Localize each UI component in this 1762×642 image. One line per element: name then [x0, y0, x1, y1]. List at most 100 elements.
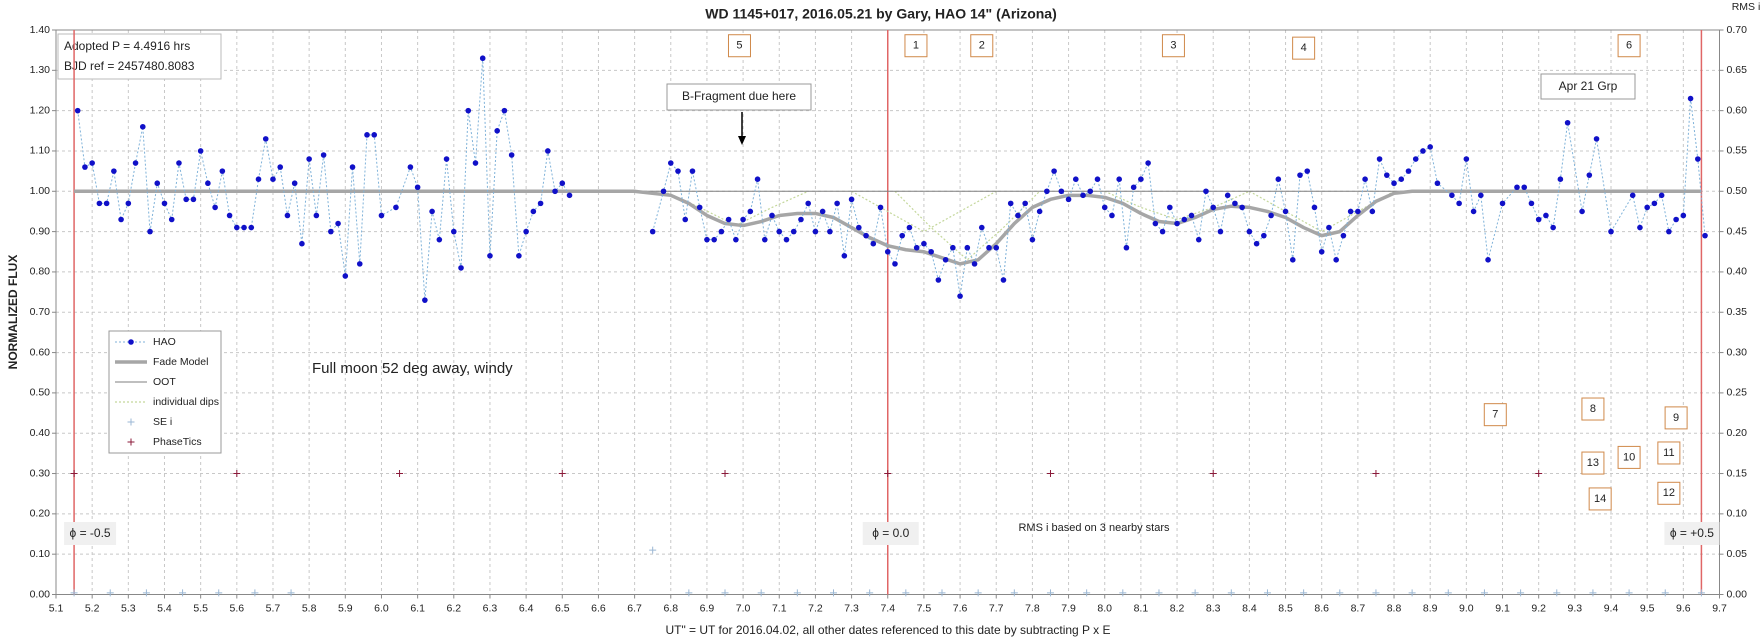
dip-label: 10 — [1623, 451, 1635, 463]
fragment-box — [666, 83, 812, 111]
data-point — [689, 168, 696, 174]
y2-tick-label: 0.20 — [1727, 427, 1748, 439]
y-tick-label: 0.70 — [30, 306, 51, 318]
data-point — [219, 168, 226, 174]
data-point — [1159, 228, 1166, 235]
data-point — [436, 236, 443, 243]
y2-tick-label: 0.30 — [1727, 346, 1748, 358]
data-point — [328, 228, 334, 235]
data-point — [487, 253, 493, 259]
data-point — [103, 200, 110, 207]
data-point — [1217, 228, 1224, 235]
data-point — [1586, 172, 1593, 178]
y-tick-label: 1.00 — [30, 185, 51, 197]
data-point — [682, 216, 689, 223]
data-point — [299, 240, 305, 247]
y2-tick-label: 0.40 — [1727, 266, 1748, 278]
data-point — [1514, 184, 1520, 191]
data-point — [111, 168, 117, 174]
data-point — [1651, 200, 1658, 207]
data-point — [870, 240, 877, 247]
x-tick-label: 5.2 — [85, 602, 100, 614]
group-note: Apr 21 Grp — [1559, 79, 1618, 93]
data-point — [472, 160, 479, 166]
data-point — [1010, 589, 1018, 597]
data-point — [1282, 208, 1289, 215]
x-axis-title: UT" = UT for 2016.04.02, all other dates… — [665, 623, 1110, 637]
data-point — [161, 200, 168, 207]
data-point — [884, 470, 892, 478]
data-point — [1579, 208, 1585, 215]
x-tick-label: 6.3 — [483, 602, 498, 614]
data-point — [1644, 204, 1650, 211]
x-tick-label: 5.9 — [338, 602, 353, 614]
y2-tick-label: 0.00 — [1727, 588, 1748, 600]
data-point — [558, 470, 566, 478]
data-point — [429, 208, 435, 215]
y2-tick-label: 0.25 — [1727, 387, 1748, 399]
x-tick-label: 9.7 — [1712, 602, 1727, 614]
dip-label: 5 — [736, 40, 742, 52]
dip-label: 8 — [1590, 403, 1596, 415]
data-point — [747, 208, 754, 215]
data-point — [516, 253, 522, 259]
dip-label: 4 — [1301, 42, 1307, 54]
data-point — [1333, 257, 1339, 263]
data-point — [226, 212, 233, 219]
rms-note: RMS i based on 3 nearby stars — [1018, 522, 1170, 534]
data-point — [964, 244, 971, 251]
data-point — [1232, 200, 1238, 207]
data-point — [733, 236, 739, 243]
data-point — [255, 176, 262, 182]
y2-tick-label: 0.55 — [1727, 145, 1748, 157]
data-point — [950, 244, 956, 251]
legend-label: PhaseTics — [153, 436, 202, 448]
data-point — [1480, 589, 1488, 597]
dip-label-box — [1161, 34, 1185, 58]
data-point — [1535, 470, 1543, 478]
data-point — [1174, 220, 1180, 227]
legend-label: Fade Model — [153, 356, 208, 368]
data-point — [1372, 589, 1380, 597]
dip-label-box — [1581, 397, 1605, 421]
data-point — [1695, 156, 1701, 162]
data-point — [190, 196, 197, 203]
data-point — [974, 589, 982, 597]
data-point — [1101, 204, 1108, 211]
data-point — [320, 152, 327, 158]
data-point — [711, 236, 717, 243]
data-point — [1087, 188, 1094, 195]
x-tick-label: 6.5 — [555, 602, 570, 614]
data-point — [1340, 232, 1347, 239]
data-point — [422, 297, 428, 303]
data-point — [1384, 172, 1390, 178]
x-tick-label: 8.9 — [1423, 602, 1438, 614]
y2-tick-label: 0.15 — [1727, 467, 1748, 479]
data-point — [1593, 136, 1600, 142]
data-point — [1246, 228, 1253, 235]
data-point — [356, 261, 363, 267]
data-point — [1029, 236, 1036, 243]
x-tick-label: 6.4 — [519, 602, 534, 614]
data-point — [957, 293, 963, 299]
data-point — [660, 188, 667, 195]
data-point — [1203, 188, 1209, 195]
y-tick-label: 0.20 — [30, 508, 51, 520]
y2-tick-label: 0.45 — [1727, 225, 1748, 237]
y-tick-label: 0.50 — [30, 387, 51, 399]
dip-label-box — [1657, 481, 1681, 505]
data-point — [1666, 228, 1672, 235]
x-tick-label: 5.6 — [230, 602, 245, 614]
y2-tick-label: 0.05 — [1727, 548, 1748, 560]
data-point — [1138, 176, 1144, 182]
data-point — [70, 589, 78, 597]
info-box — [57, 33, 222, 80]
data-point — [776, 228, 783, 235]
data-point — [1557, 176, 1564, 182]
legend-label: HAO — [153, 336, 176, 348]
data-point — [197, 148, 204, 154]
data-point — [834, 200, 840, 207]
y-tick-label: 1.10 — [30, 145, 51, 157]
